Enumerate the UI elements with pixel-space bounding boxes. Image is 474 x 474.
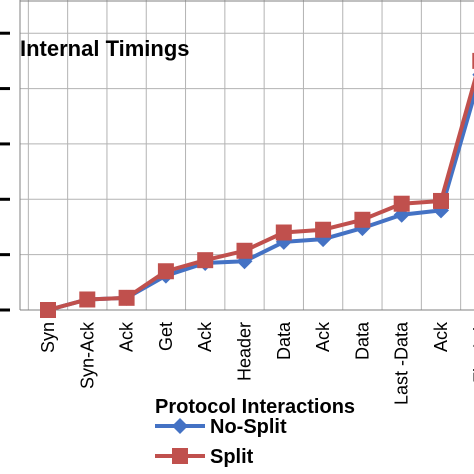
data-point-split (79, 291, 96, 308)
data-point-split (157, 263, 174, 280)
data-point-split (315, 221, 332, 238)
x-tick-label: Data (352, 321, 372, 360)
legend-no-split-label: No-Split (210, 416, 287, 438)
data-point-split (197, 252, 214, 269)
data-point-split (472, 52, 474, 69)
data-point-split (393, 195, 410, 212)
x-tick-label: Syn (38, 322, 58, 353)
x-tick-label: Get (156, 322, 176, 351)
x-tick-label: Header (235, 322, 255, 381)
x-tick-label: Fin-Ack (470, 321, 474, 383)
data-point-split (275, 224, 292, 241)
legend-no-split-marker (172, 418, 188, 434)
x-tick-label: Syn-Ack (77, 321, 97, 389)
data-point-split (236, 242, 253, 259)
legend-split-label: Split (210, 446, 254, 468)
series-lines (40, 52, 474, 318)
series-line-split (47, 75, 474, 312)
x-tick-label: Ack (195, 321, 215, 352)
data-point-split (433, 192, 449, 209)
x-tick-label: Ack (313, 321, 333, 352)
x-tick-label: Data (274, 321, 294, 360)
legend: No-Split Split (155, 416, 287, 468)
legend-split-marker (172, 448, 188, 464)
x-tick-label: Last -Data (392, 321, 412, 405)
series-line-no-split (47, 89, 474, 312)
data-point-split (118, 289, 135, 306)
x-axis-title: Protocol Interactions (155, 396, 355, 418)
data-point-split (40, 302, 56, 318)
grid-lines (0, 0, 474, 312)
data-point-no-split (236, 253, 253, 270)
chart-title: Internal Timings (20, 36, 190, 61)
data-point-split (354, 211, 371, 228)
x-tick-labels: Syn Syn-Ack Ack Get Ack Header Data Ack Data Last… (38, 321, 474, 405)
x-tick-label: Ack (117, 321, 137, 352)
x-tick-label: Ack (431, 321, 451, 352)
